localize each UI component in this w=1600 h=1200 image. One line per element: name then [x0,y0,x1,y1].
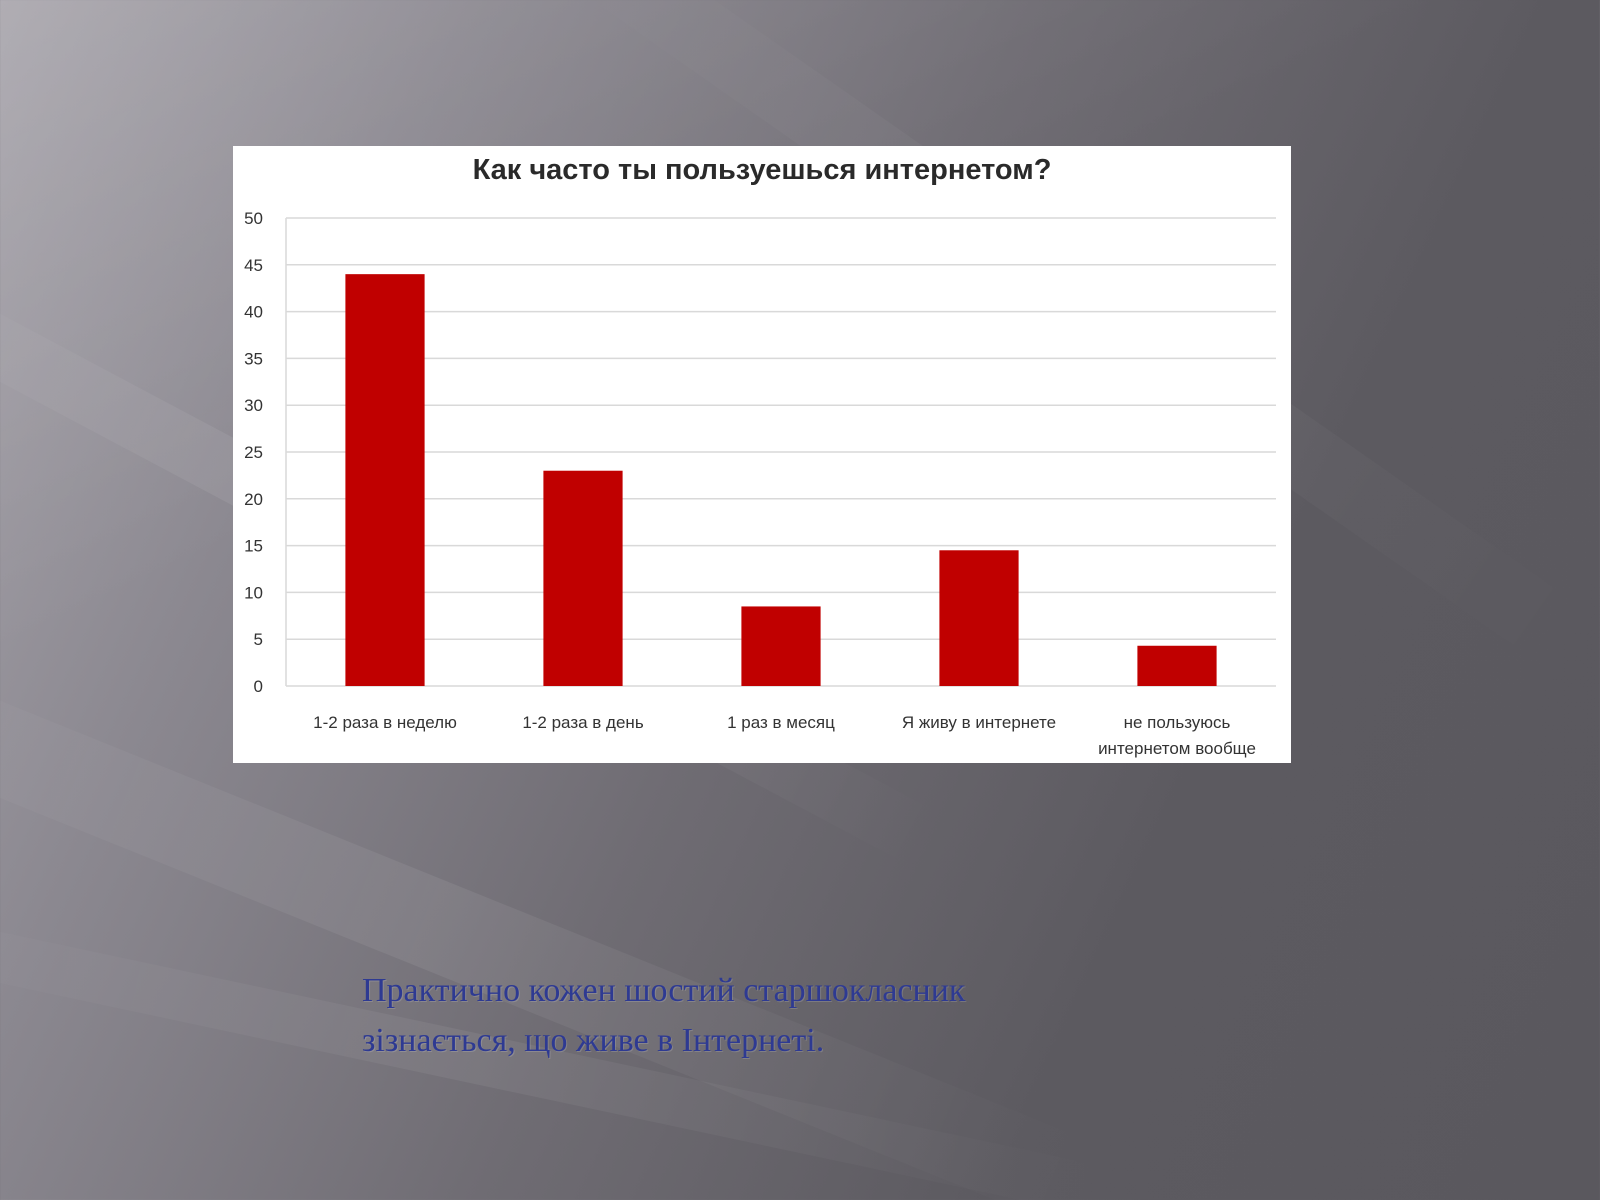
y-tick-label: 35 [244,349,263,368]
x-tick-label-line: 1-2 раза в день [522,713,644,732]
x-axis-labels: 1-2 раза в неделю 1-2 раза в день 1 раз в … [313,713,1256,758]
bar [741,606,821,686]
bar [345,274,425,686]
chart-title: Как часто ты пользуешься интернетом? [473,154,1052,186]
bar [1137,645,1217,686]
y-tick-label: 15 [244,537,263,556]
y-tick-label: 25 [244,443,263,462]
caption-line-2: зізнається, що живе в Інтернеті. [362,1022,825,1059]
chart-panel: Как часто ты пользуешься интернетом? 0 5 1… [233,146,1291,763]
x-tick-label-line: интернетом вообще [1098,739,1256,758]
x-tick-label-line: не пользуюсь [1124,713,1231,732]
y-tick-label: 5 [254,630,263,649]
bars [345,274,1217,686]
y-tick-label: 45 [244,256,263,275]
y-tick-label: 30 [244,396,263,415]
gridlines [285,217,1276,687]
bar [543,470,623,686]
x-tick-label-line: 1-2 раза в неделю [313,713,457,732]
x-tick-label-line: Я живу в интернете [902,713,1056,732]
bar-chart: Как часто ты пользуешься интернетом? 0 5 1… [244,154,1276,758]
x-tick-label: не пользуюсь интернетом вообще [1098,713,1256,758]
y-tick-label: 10 [244,583,263,602]
x-tick-label-line: 1 раз в месяц [727,713,835,732]
bar [939,550,1019,686]
y-tick-label: 40 [244,303,263,322]
y-tick-label: 50 [244,209,263,228]
y-axis-ticks: 0 5 10 15 20 25 30 35 40 45 50 [244,209,263,696]
x-tick-label: 1-2 раза в неделю [313,713,457,732]
caption-line-1: Практично кожен шостий старшокласник [362,972,966,1009]
y-tick-label: 0 [254,677,263,696]
x-tick-label: 1-2 раза в день [522,713,644,732]
slide-caption: Практично кожен шостий старшокласник зіз… [362,966,1262,1066]
x-tick-label: Я живу в интернете [902,713,1056,732]
x-tick-label: 1 раз в месяц [727,713,835,732]
y-tick-label: 20 [244,490,263,509]
